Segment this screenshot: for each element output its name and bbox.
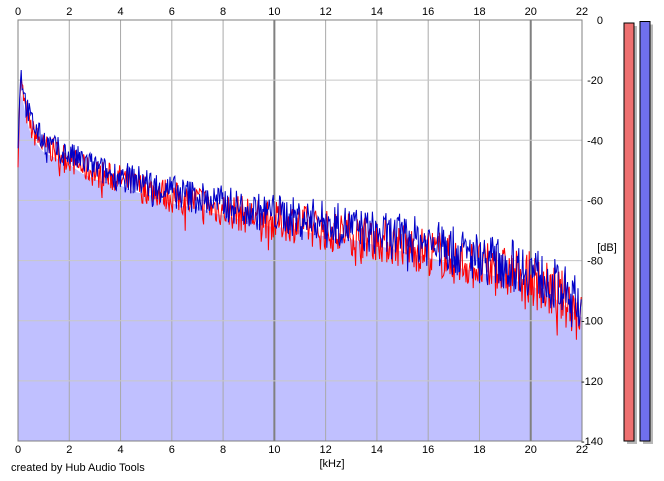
y-tick-label: -80 xyxy=(587,256,603,268)
x-tick-label-bottom: 22 xyxy=(576,444,588,456)
y-tick-label: -100 xyxy=(581,316,603,328)
x-tick-label-top: 22 xyxy=(576,6,588,18)
x-tick-label-top: 20 xyxy=(525,6,537,18)
x-tick-label-top: 14 xyxy=(371,6,383,18)
x-tick-label-top: 12 xyxy=(320,6,332,18)
x-tick-label-bottom: 14 xyxy=(371,444,383,456)
y-tick-label: -60 xyxy=(587,195,603,207)
y-tick-label: -20 xyxy=(587,75,603,87)
x-tick-label-bottom: 18 xyxy=(473,444,485,456)
level-meter-bar xyxy=(623,22,635,442)
x-axis-unit-label: [kHz] xyxy=(319,458,344,470)
y-axis-unit-label: [dB] xyxy=(597,242,617,254)
x-tick-label-top: 16 xyxy=(422,6,434,18)
x-tick-label-top: 18 xyxy=(473,6,485,18)
x-tick-label-top: 8 xyxy=(220,6,226,18)
credit-text: created by Hub Audio Tools xyxy=(11,462,145,474)
x-tick-label-bottom: 10 xyxy=(268,444,280,456)
y-tick-label: -40 xyxy=(587,135,603,147)
x-tick-label-bottom: 12 xyxy=(320,444,332,456)
x-tick-label-top: 6 xyxy=(169,6,175,18)
y-tick-label: -140 xyxy=(581,436,603,448)
x-tick-label-bottom: 6 xyxy=(169,444,175,456)
x-tick-label-top: 2 xyxy=(66,6,72,18)
x-tick-label-bottom: 4 xyxy=(117,444,123,456)
y-tick-label: 0 xyxy=(597,15,603,27)
x-tick-label-bottom: 20 xyxy=(525,444,537,456)
x-tick-label-top: 0 xyxy=(15,6,21,18)
x-tick-label-bottom: 8 xyxy=(220,444,226,456)
spectrum-fill-area xyxy=(18,94,582,441)
x-tick-label-top: 10 xyxy=(268,6,280,18)
series-line-2 xyxy=(17,69,582,328)
x-tick-label-top: 4 xyxy=(117,6,123,18)
y-tick-label: -120 xyxy=(581,376,603,388)
level-meter-bar xyxy=(639,21,651,442)
x-tick-label-bottom: 2 xyxy=(66,444,72,456)
x-tick-label-bottom: 16 xyxy=(422,444,434,456)
plot-frame xyxy=(17,19,583,442)
x-tick-label-bottom: 0 xyxy=(15,444,21,456)
